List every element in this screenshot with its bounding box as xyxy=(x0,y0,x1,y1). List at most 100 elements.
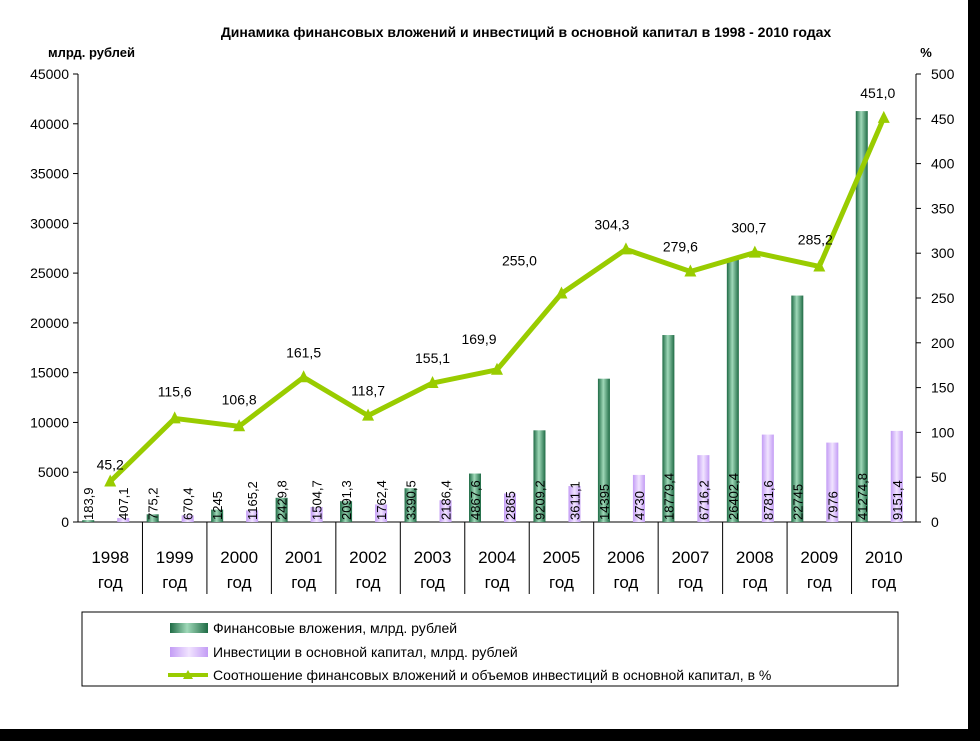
bar-financial xyxy=(211,509,224,522)
y-right-tick-label: 200 xyxy=(931,335,955,351)
bar-financial xyxy=(791,295,804,522)
ratio-point-label: 451,0 xyxy=(860,85,895,101)
bar-financial xyxy=(855,111,868,523)
bar-financial-label: 9209,2 xyxy=(532,480,547,520)
x-category-suffix: год xyxy=(742,573,767,592)
bar-investment-label: 2865 xyxy=(503,491,518,520)
bar-financial-label: 14395 xyxy=(597,484,612,520)
chart-title: Динамика финансовых вложений и инвестици… xyxy=(221,24,832,40)
y-right-tick-label: 150 xyxy=(931,380,955,396)
bar-investment xyxy=(568,486,581,522)
x-category-suffix: год xyxy=(678,573,703,592)
bar-financial-label: 26402,4 xyxy=(726,473,741,520)
bar-financial xyxy=(726,259,739,522)
y-left-tick-label: 45000 xyxy=(30,66,69,82)
y-left-tick-label: 30000 xyxy=(30,215,69,231)
ratio-point-label: 161,5 xyxy=(286,344,321,360)
bar-financial-label: 4867,6 xyxy=(468,480,483,520)
chart-svg: Динамика финансовых вложений и инвестици… xyxy=(30,24,955,687)
ratio-marker xyxy=(491,362,503,375)
bar-investment xyxy=(310,507,323,522)
bar-investment xyxy=(439,500,452,522)
y-left-tick-label: 15000 xyxy=(30,365,69,381)
x-category-year: 2009 xyxy=(800,548,838,567)
bar-investment-label: 8781,6 xyxy=(761,480,776,520)
bar-investment xyxy=(632,474,645,522)
bar-financial-label: 1245 xyxy=(210,491,225,520)
bar-financial-label: 3390,5 xyxy=(404,480,419,520)
x-category-suffix: год xyxy=(485,573,510,592)
bar-investment xyxy=(117,517,130,522)
bar-financial-label: 18779,4 xyxy=(661,473,676,520)
ratio-point-label: 169,9 xyxy=(461,331,496,347)
bar-investment-label: 1762,4 xyxy=(374,480,389,520)
ratio-point-label: 45,2 xyxy=(97,457,124,473)
ratio-marker xyxy=(619,242,632,255)
bar-investment xyxy=(375,504,388,522)
ratio-labels: 45,2 115,6 106,8 161,5 118,7 155,1 169,9 255,0 3… xyxy=(97,85,896,473)
y-left-tick-label: 25000 xyxy=(30,265,69,281)
ratio-point-label: 155,1 xyxy=(415,350,450,366)
bar-financial xyxy=(533,430,546,522)
bar-financial xyxy=(662,335,675,522)
x-category-year: 2008 xyxy=(736,548,774,567)
y-left-tick-label: 20000 xyxy=(30,315,69,331)
x-category-year: 2006 xyxy=(607,548,645,567)
x-category-suffix: год xyxy=(98,573,123,592)
x-category-year: 2001 xyxy=(285,548,323,567)
x-category-suffix: год xyxy=(162,573,187,592)
y-right-tick-label: 300 xyxy=(931,245,955,261)
x-category-year: 2004 xyxy=(478,548,516,567)
bar-investment xyxy=(504,493,516,522)
y-right-tick-label: 400 xyxy=(931,156,955,172)
bar-financial xyxy=(469,473,481,522)
ratio-marker xyxy=(748,245,761,258)
legend-label-investment: Инвестиции в основной капитал, млрд. руб… xyxy=(213,644,518,660)
y-right-tick-label: 450 xyxy=(931,111,955,127)
legend-swatch-financial xyxy=(170,623,208,633)
chart-axes xyxy=(77,74,917,523)
ratio-marker xyxy=(813,259,826,272)
ratio-point-label: 106,8 xyxy=(222,391,257,407)
x-category-year: 2003 xyxy=(414,548,452,567)
ratio-marker xyxy=(362,408,375,421)
legend-label-ratio: Соотношение финансовых вложений и объемо… xyxy=(213,667,771,683)
bar-investment xyxy=(761,434,774,522)
chart-frame: Динамика финансовых вложений и инвестици… xyxy=(0,0,968,729)
bar-investment-label: 407,1 xyxy=(116,487,131,520)
y-right-axis-label: % xyxy=(920,45,932,60)
ratio-marker xyxy=(555,286,568,299)
x-category-year: 2007 xyxy=(671,548,709,567)
x-category-suffix: год xyxy=(420,573,445,592)
bar-financial-label: 775,2 xyxy=(146,487,161,520)
legend: Финансовые вложения, млрд. рублей Инвест… xyxy=(81,611,899,687)
y-left-axis-label: млрд. рублей xyxy=(48,45,135,60)
legend-box xyxy=(81,611,899,687)
ratio-point-label: 300,7 xyxy=(731,220,766,236)
bar-financial xyxy=(340,501,353,522)
legend-label-financial: Финансовые вложения, млрд. рублей xyxy=(213,620,457,636)
ratio-line-series xyxy=(104,110,890,487)
bar-financial-label: 41274,8 xyxy=(855,473,870,520)
bar-financial xyxy=(597,378,610,522)
x-axis-categories: 1998 год 1999 год 2000 год 2001 год 2002 год 2003 г… xyxy=(91,522,903,594)
bar-investment xyxy=(181,515,194,522)
bar-investment-label: 4730 xyxy=(632,491,647,520)
x-category-year: 2002 xyxy=(349,548,387,567)
ratio-marker xyxy=(877,110,890,123)
ratio-marker xyxy=(233,419,246,432)
bar-financial-label: 2429,8 xyxy=(275,480,290,520)
x-category-suffix: год xyxy=(291,573,316,592)
ratio-point-label: 118,7 xyxy=(351,383,385,399)
bar-investment-label: 1504,7 xyxy=(310,480,325,520)
x-category-year: 1999 xyxy=(156,548,194,567)
x-category-suffix: год xyxy=(807,573,832,592)
bar-financial-label: 183,9 xyxy=(81,487,96,520)
bar-investment-label: 3611,1 xyxy=(567,481,582,520)
y-right-tick-label: 250 xyxy=(931,290,955,306)
bar-financial-label: 2091,3 xyxy=(339,480,354,520)
bar-investment xyxy=(826,442,839,522)
ratio-marker xyxy=(684,264,697,277)
bar-investment xyxy=(697,455,710,522)
legend-swatch-investment xyxy=(170,647,208,657)
